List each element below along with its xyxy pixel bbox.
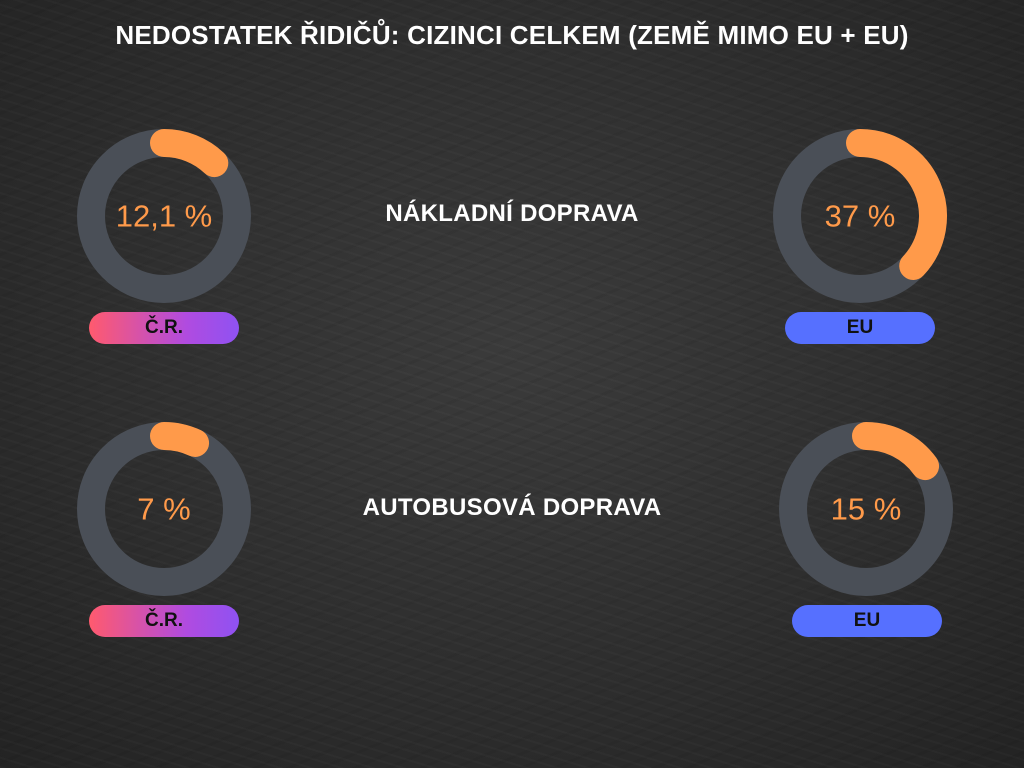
donut-value-arc <box>846 129 947 280</box>
donut-value-label: 7 % <box>137 492 190 527</box>
donut-value-label: 12,1 % <box>116 199 213 234</box>
section-label-bus: AUTOBUSOVÁ DOPRAVA <box>362 494 662 521</box>
donut-value-label: 37 % <box>825 199 896 234</box>
tag-eu-freight: EU <box>785 312 935 344</box>
donut-value-arc <box>150 422 210 457</box>
donut-value-arc <box>150 129 229 178</box>
donut-chart-freight-cz: 12,1 % <box>77 129 251 303</box>
donut-value-label: 15 % <box>831 492 902 527</box>
tag-cz-freight: Č.R. <box>89 312 239 344</box>
donut-value-arc <box>852 422 940 481</box>
donut-chart-freight-eu: 37 % <box>773 129 947 303</box>
section-label-freight: NÁKLADNÍ DOPRAVA <box>385 200 639 227</box>
donut-chart-bus-eu: 15 % <box>779 422 953 596</box>
tag-cz-bus: Č.R. <box>89 605 239 637</box>
donut-chart-bus-cz: 7 % <box>77 422 251 596</box>
page-title: NEDOSTATEK ŘIDIČŮ: CIZINCI CELKEM (ZEMĚ … <box>115 20 909 50</box>
tag-eu-bus: EU <box>792 605 942 637</box>
